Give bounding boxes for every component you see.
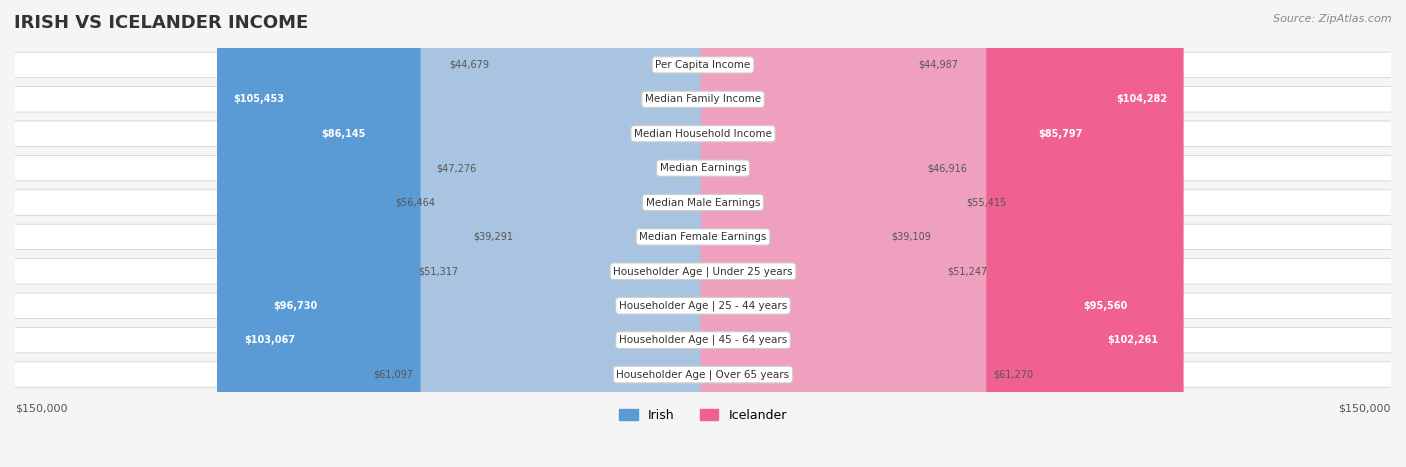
- FancyBboxPatch shape: [10, 121, 1396, 147]
- Text: Median Family Income: Median Family Income: [645, 94, 761, 104]
- Text: $103,067: $103,067: [245, 335, 295, 345]
- Legend: Irish, Icelander: Irish, Icelander: [614, 404, 792, 427]
- Text: $105,453: $105,453: [233, 94, 284, 104]
- FancyBboxPatch shape: [700, 0, 1184, 467]
- FancyBboxPatch shape: [700, 0, 911, 467]
- FancyBboxPatch shape: [420, 0, 706, 467]
- Text: Householder Age | 25 - 44 years: Householder Age | 25 - 44 years: [619, 300, 787, 311]
- FancyBboxPatch shape: [700, 0, 987, 467]
- FancyBboxPatch shape: [257, 0, 706, 467]
- FancyBboxPatch shape: [441, 0, 706, 467]
- FancyBboxPatch shape: [217, 0, 706, 467]
- Text: $96,730: $96,730: [273, 301, 318, 311]
- FancyBboxPatch shape: [10, 156, 1396, 181]
- FancyBboxPatch shape: [228, 0, 706, 467]
- FancyBboxPatch shape: [465, 0, 706, 467]
- FancyBboxPatch shape: [10, 327, 1396, 353]
- FancyBboxPatch shape: [484, 0, 706, 467]
- Text: Median Male Earnings: Median Male Earnings: [645, 198, 761, 207]
- Text: Median Earnings: Median Earnings: [659, 163, 747, 173]
- FancyBboxPatch shape: [10, 190, 1396, 215]
- Text: $95,560: $95,560: [1083, 301, 1128, 311]
- FancyBboxPatch shape: [700, 0, 959, 467]
- Text: IRISH VS ICELANDER INCOME: IRISH VS ICELANDER INCOME: [14, 14, 308, 32]
- FancyBboxPatch shape: [10, 259, 1396, 284]
- Text: $104,282: $104,282: [1116, 94, 1167, 104]
- Text: $102,261: $102,261: [1108, 335, 1159, 345]
- Text: $47,276: $47,276: [437, 163, 477, 173]
- Text: $56,464: $56,464: [395, 198, 434, 207]
- Text: Median Household Income: Median Household Income: [634, 129, 772, 139]
- Text: Median Female Earnings: Median Female Earnings: [640, 232, 766, 242]
- FancyBboxPatch shape: [305, 0, 706, 467]
- FancyBboxPatch shape: [10, 293, 1396, 318]
- FancyBboxPatch shape: [700, 0, 921, 467]
- FancyBboxPatch shape: [10, 52, 1396, 78]
- Text: $51,317: $51,317: [419, 266, 458, 276]
- FancyBboxPatch shape: [10, 224, 1396, 250]
- FancyBboxPatch shape: [700, 0, 884, 467]
- FancyBboxPatch shape: [520, 0, 706, 467]
- Text: $150,000: $150,000: [15, 404, 67, 414]
- Text: $46,916: $46,916: [928, 163, 967, 173]
- FancyBboxPatch shape: [700, 0, 1143, 467]
- Text: $86,145: $86,145: [322, 129, 366, 139]
- Text: $44,679: $44,679: [449, 60, 489, 70]
- Text: $150,000: $150,000: [1339, 404, 1391, 414]
- FancyBboxPatch shape: [700, 0, 941, 467]
- Text: Householder Age | Over 65 years: Householder Age | Over 65 years: [616, 369, 790, 380]
- Text: $61,270: $61,270: [993, 369, 1033, 380]
- Text: $39,109: $39,109: [891, 232, 931, 242]
- Text: Householder Age | 45 - 64 years: Householder Age | 45 - 64 years: [619, 335, 787, 346]
- FancyBboxPatch shape: [700, 0, 1174, 467]
- Text: Householder Age | Under 25 years: Householder Age | Under 25 years: [613, 266, 793, 276]
- Text: $44,987: $44,987: [918, 60, 959, 70]
- FancyBboxPatch shape: [10, 86, 1396, 112]
- Text: $51,247: $51,247: [948, 266, 987, 276]
- Text: Per Capita Income: Per Capita Income: [655, 60, 751, 70]
- Text: $61,097: $61,097: [374, 369, 413, 380]
- Text: $55,415: $55,415: [966, 198, 1007, 207]
- Text: $85,797: $85,797: [1039, 129, 1083, 139]
- FancyBboxPatch shape: [10, 362, 1396, 387]
- Text: $39,291: $39,291: [474, 232, 513, 242]
- FancyBboxPatch shape: [496, 0, 706, 467]
- Text: Source: ZipAtlas.com: Source: ZipAtlas.com: [1274, 14, 1392, 24]
- FancyBboxPatch shape: [700, 0, 1099, 467]
